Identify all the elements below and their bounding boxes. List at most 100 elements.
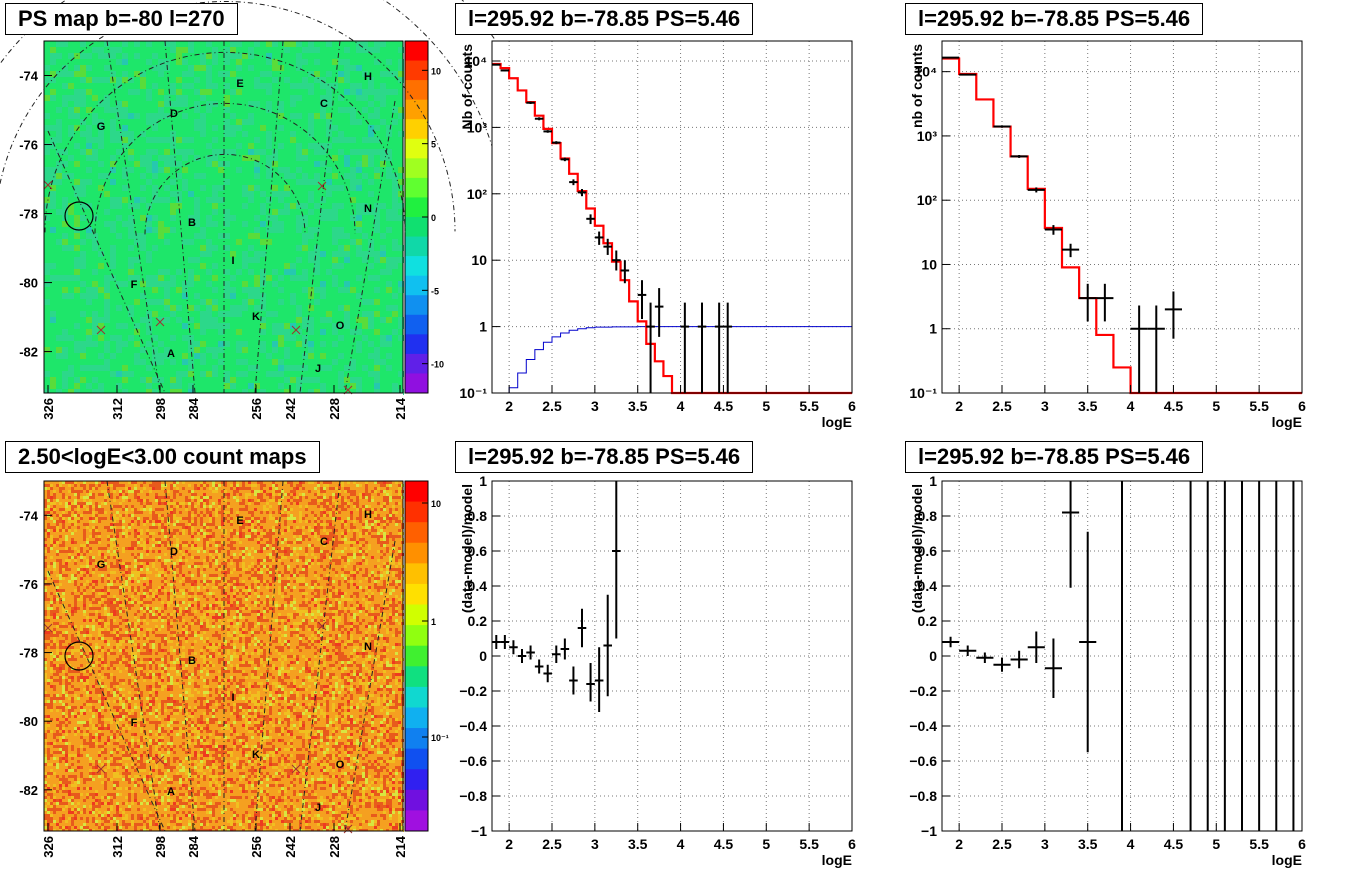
map-pixel — [203, 568, 206, 571]
map-pixel — [185, 637, 188, 640]
map-pixel — [374, 574, 377, 577]
map-pixel — [344, 89, 350, 95]
map-pixel — [365, 484, 368, 487]
map-pixel — [230, 580, 233, 583]
map-pixel — [44, 77, 50, 83]
map-pixel — [266, 586, 269, 589]
map-pixel — [296, 365, 302, 371]
map-pixel — [323, 553, 326, 556]
colorbar-segment — [405, 119, 428, 139]
map-pixel — [311, 598, 314, 601]
map-pixel — [50, 517, 53, 520]
map-pixel — [122, 526, 125, 529]
map-pixel — [161, 580, 164, 583]
map-pixel — [299, 580, 302, 583]
map-pixel — [98, 317, 104, 323]
map-pixel — [65, 631, 68, 634]
map-pixel — [95, 526, 98, 529]
map-pixel — [266, 553, 269, 556]
map-pixel — [128, 227, 134, 233]
map-pixel — [275, 520, 278, 523]
map-pixel — [173, 502, 176, 505]
map-pixel — [203, 595, 206, 598]
map-pixel — [158, 71, 164, 77]
map-pixel — [233, 646, 236, 649]
map-pixel — [74, 625, 77, 628]
map-pixel — [173, 490, 176, 493]
map-pixel — [314, 143, 320, 149]
map-pixel — [74, 263, 80, 269]
map-pixel — [191, 565, 194, 568]
map-pixel — [200, 185, 206, 191]
map-pixel — [125, 646, 128, 649]
map-pixel — [248, 499, 251, 502]
map-pixel — [296, 613, 299, 616]
map-pixel — [278, 526, 281, 529]
map-pixel — [347, 517, 350, 520]
map-pixel — [218, 499, 221, 502]
map-pixel — [89, 502, 92, 505]
map-pixel — [272, 640, 275, 643]
map-pixel — [80, 341, 86, 347]
map-pixel — [314, 499, 317, 502]
map-pixel — [191, 505, 194, 508]
map-pixel — [113, 514, 116, 517]
map-pixel — [62, 173, 68, 179]
map-pixel — [389, 589, 392, 592]
map-pixel — [263, 601, 266, 604]
map-pixel — [143, 523, 146, 526]
map-pixel — [137, 643, 140, 646]
map-pixel — [359, 547, 362, 550]
map-pixel — [248, 269, 254, 275]
map-pixel — [368, 149, 374, 155]
map-pixel — [254, 490, 257, 493]
map-pixel — [191, 646, 194, 649]
map-pixel — [251, 574, 254, 577]
map-pixel — [134, 203, 140, 209]
map-pixel — [296, 502, 299, 505]
map-pixel — [146, 341, 152, 347]
map-pixel — [56, 553, 59, 556]
map-pixel — [350, 559, 353, 562]
map-pixel — [350, 556, 353, 559]
map-pixel — [215, 616, 218, 619]
map-pixel — [236, 341, 242, 347]
map-pixel — [389, 583, 392, 586]
map-pixel — [95, 601, 98, 604]
map-pixel — [290, 604, 293, 607]
map-pixel — [152, 347, 158, 353]
map-pixel — [233, 538, 236, 541]
map-pixel — [137, 646, 140, 649]
map-pixel — [236, 511, 239, 514]
map-pixel — [257, 649, 260, 652]
map-pixel — [44, 125, 50, 131]
map-pixel — [311, 625, 314, 628]
map-pixel — [71, 610, 74, 613]
map-pixel — [356, 502, 359, 505]
map-pixel — [47, 505, 50, 508]
map-pixel — [116, 59, 122, 65]
map-pixel — [272, 574, 275, 577]
map-pixel — [338, 137, 344, 143]
map-pixel — [350, 107, 356, 113]
map-pixel — [191, 586, 194, 589]
map-pixel — [167, 601, 170, 604]
map-pixel — [203, 496, 206, 499]
map-pixel — [314, 520, 317, 523]
map-pixel — [392, 622, 395, 625]
map-pixel — [317, 526, 320, 529]
map-pixel — [59, 544, 62, 547]
map-pixel — [191, 529, 194, 532]
map-pixel — [47, 598, 50, 601]
map-pixel — [203, 607, 206, 610]
map-pixel — [266, 143, 272, 149]
map-pixel — [134, 562, 137, 565]
map-pixel — [152, 631, 155, 634]
map-pixel — [140, 532, 143, 535]
map-pixel — [341, 502, 344, 505]
map-pixel — [119, 502, 122, 505]
map-pixel — [155, 628, 158, 631]
map-pixel — [353, 616, 356, 619]
map-pixel — [266, 643, 269, 646]
map-pixel — [206, 239, 212, 245]
